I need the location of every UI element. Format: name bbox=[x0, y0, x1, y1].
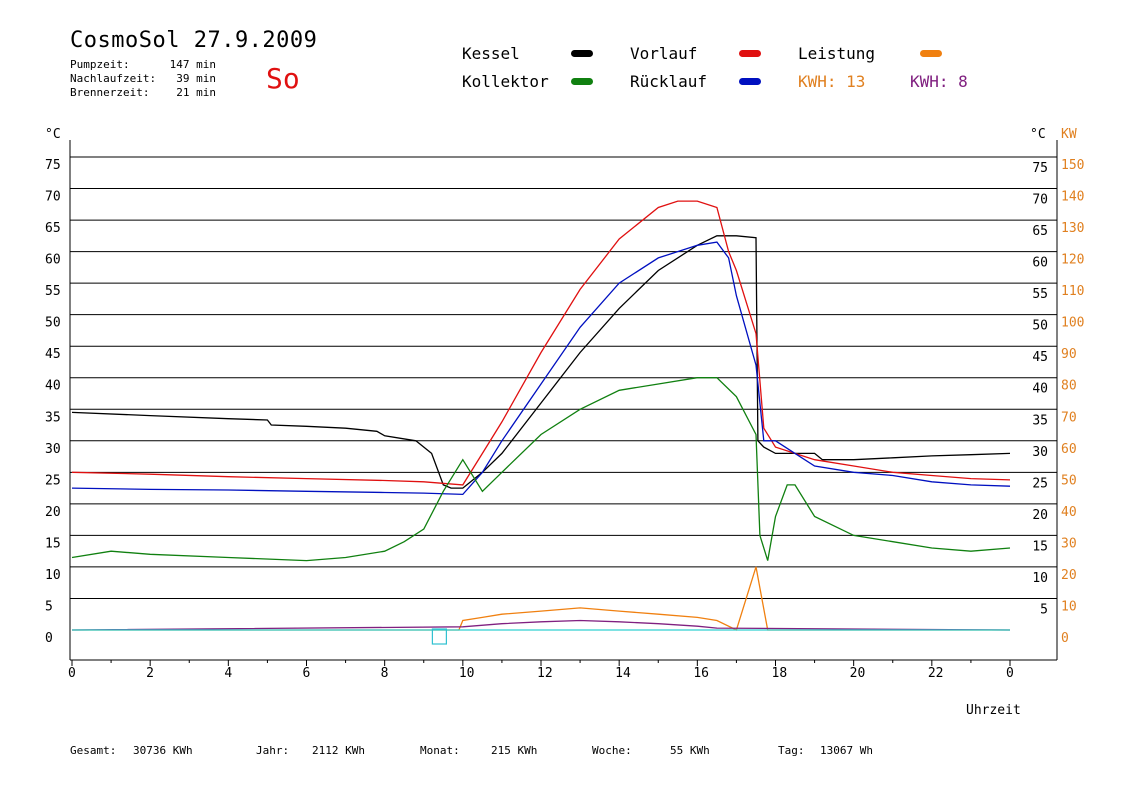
legend-leistung-label: Leistung bbox=[798, 44, 876, 63]
legend-kollektor-label: Kollektor bbox=[462, 72, 549, 91]
y-tick-left: 55 bbox=[45, 284, 61, 299]
footer-tag-value: 13067 Wh bbox=[820, 744, 873, 757]
y-tick-right-power: 80 bbox=[1061, 379, 1077, 394]
y-tick-right-power: 60 bbox=[1061, 442, 1077, 457]
x-tick-label: 6 bbox=[303, 666, 311, 681]
x-tick-label: 22 bbox=[928, 666, 944, 681]
y-tick-right-power: 20 bbox=[1061, 568, 1077, 583]
chart-title: CosmoSol 27.9.2009 bbox=[70, 28, 318, 53]
x-tick-label: 0 bbox=[68, 666, 76, 681]
legend-kollektor-swatch bbox=[571, 78, 593, 85]
series-line-leistung bbox=[72, 566, 1010, 631]
series-line-rücklauf bbox=[71, 241, 1011, 496]
footer-woche-label: Woche: bbox=[592, 744, 632, 757]
y-tick-left: 75 bbox=[45, 158, 61, 173]
y-tick-left: 50 bbox=[45, 316, 61, 331]
y-tick-right-temp: 15 bbox=[1032, 539, 1048, 554]
kwh-second-label: KWH: 8 bbox=[910, 72, 968, 91]
marker-square bbox=[431, 628, 447, 645]
y-axis-label-left: °C bbox=[45, 127, 61, 142]
y-axis-label-right-power: KW bbox=[1061, 127, 1077, 142]
y-tick-left: 20 bbox=[45, 505, 61, 520]
y-tick-left: 70 bbox=[45, 190, 61, 205]
y-axis-label-right-temp: °C bbox=[1030, 127, 1046, 142]
legend-ruecklauf-swatch bbox=[739, 78, 761, 85]
y-tick-right-power: 110 bbox=[1061, 284, 1084, 299]
x-tick-label: 4 bbox=[224, 666, 232, 681]
y-tick-right-temp: 20 bbox=[1032, 508, 1048, 523]
y-tick-right-power: 140 bbox=[1061, 190, 1084, 205]
y-tick-left: 5 bbox=[45, 599, 53, 614]
legend-leistung-swatch bbox=[920, 50, 942, 57]
y-tick-left: 35 bbox=[45, 410, 61, 425]
y-tick-right-temp: 50 bbox=[1032, 319, 1048, 334]
series-line-vorlauf bbox=[71, 200, 1011, 486]
y-tick-right-temp: 70 bbox=[1032, 193, 1048, 208]
y-tick-left: 40 bbox=[45, 379, 61, 394]
series-line-kessel bbox=[71, 235, 1011, 489]
legend-vorlauf-label: Vorlauf bbox=[630, 44, 698, 63]
kwh-leistung-label: KWH: 13 bbox=[798, 72, 866, 91]
y-tick-right-power: 150 bbox=[1061, 158, 1084, 173]
y-tick-left: 45 bbox=[45, 347, 61, 362]
y-tick-right-power: 100 bbox=[1061, 316, 1084, 331]
footer-jahr-label: Jahr: bbox=[256, 744, 290, 757]
footer-gesamt-value: 30736 KWh bbox=[133, 744, 193, 757]
y-tick-left: 65 bbox=[45, 221, 61, 236]
legend-vorlauf-swatch bbox=[739, 50, 761, 57]
y-tick-left: 30 bbox=[45, 442, 61, 457]
series-line-kwh-2 bbox=[71, 619, 1011, 631]
y-tick-right-temp: 30 bbox=[1032, 445, 1048, 460]
y-tick-right-temp: 60 bbox=[1032, 256, 1048, 271]
y-tick-right-power: 0 bbox=[1061, 631, 1069, 646]
y-tick-left: 60 bbox=[45, 253, 61, 268]
y-tick-right-power: 130 bbox=[1061, 221, 1084, 236]
y-tick-right-temp: 40 bbox=[1032, 382, 1048, 397]
footer-jahr-value: 2112 KWh bbox=[312, 744, 365, 757]
x-axis-label: Uhrzeit bbox=[966, 703, 1021, 718]
y-tick-right-temp: 45 bbox=[1032, 350, 1048, 365]
weekday-label: So bbox=[266, 62, 300, 95]
x-tick-label: 2 bbox=[146, 666, 154, 681]
series-line-kollektor bbox=[71, 377, 1011, 562]
x-tick-label: 18 bbox=[772, 666, 788, 681]
y-tick-right-power: 90 bbox=[1061, 347, 1077, 362]
legend-ruecklauf-label: Rücklauf bbox=[630, 72, 708, 91]
x-tick-label: 10 bbox=[459, 666, 475, 681]
y-tick-right-temp: 55 bbox=[1032, 287, 1048, 302]
x-tick-label: 20 bbox=[850, 666, 866, 681]
x-tick-label: 8 bbox=[381, 666, 389, 681]
legend-kessel-label: Kessel bbox=[462, 44, 520, 63]
x-tick-label: 14 bbox=[615, 666, 631, 681]
y-tick-right-temp: 75 bbox=[1032, 161, 1048, 176]
y-tick-left: 10 bbox=[45, 568, 61, 583]
y-tick-right-power: 120 bbox=[1061, 253, 1084, 268]
y-tick-left: 0 bbox=[45, 631, 53, 646]
stat-nachlaufzeit: Nachlaufzeit: 39 min bbox=[70, 72, 216, 85]
y-tick-right-power: 40 bbox=[1061, 505, 1077, 520]
y-tick-right-power: 50 bbox=[1061, 473, 1077, 488]
y-tick-right-temp: 25 bbox=[1032, 476, 1048, 491]
x-tick-label: 0 bbox=[1006, 666, 1014, 681]
y-tick-right-power: 10 bbox=[1061, 599, 1077, 614]
y-tick-right-temp: 10 bbox=[1032, 571, 1048, 586]
y-tick-right-temp: 65 bbox=[1032, 224, 1048, 239]
y-tick-right-power: 70 bbox=[1061, 410, 1077, 425]
y-tick-right-temp: 5 bbox=[1040, 602, 1048, 617]
footer-gesamt-label: Gesamt: bbox=[70, 744, 117, 757]
footer-monat-value: 215 KWh bbox=[491, 744, 538, 757]
x-tick-label: 16 bbox=[693, 666, 709, 681]
footer-monat-label: Monat: bbox=[420, 744, 460, 757]
footer-tag-label: Tag: bbox=[778, 744, 805, 757]
stat-pumpzeit: Pumpzeit: 147 min bbox=[70, 58, 216, 71]
y-tick-left: 15 bbox=[45, 536, 61, 551]
footer-woche-value: 55 KWh bbox=[670, 744, 710, 757]
y-tick-right-temp: 35 bbox=[1032, 413, 1048, 428]
y-tick-left: 25 bbox=[45, 473, 61, 488]
y-tick-right-power: 30 bbox=[1061, 536, 1077, 551]
stat-brennerzeit: Brennerzeit: 21 min bbox=[70, 86, 216, 99]
x-tick-label: 12 bbox=[537, 666, 553, 681]
legend-kessel-swatch bbox=[571, 50, 593, 57]
